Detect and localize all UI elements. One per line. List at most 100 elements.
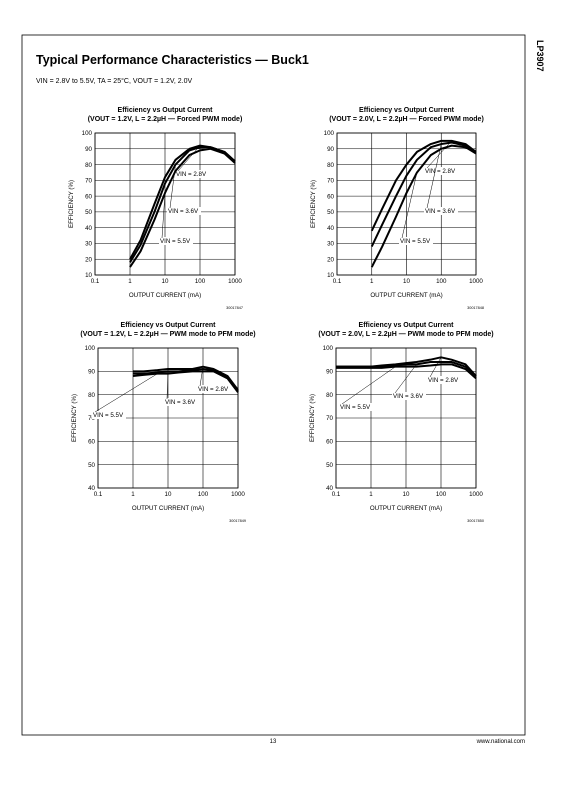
- y-tick-label: 80: [326, 392, 333, 399]
- efficiency-curve: [370, 144, 477, 268]
- x-tick-label: 1: [369, 491, 373, 498]
- chart-title: Efficiency vs Output Current: [359, 322, 455, 329]
- x-tick-label: 10: [162, 278, 169, 285]
- y-tick-label: 40: [327, 225, 334, 232]
- y-tick-label: 20: [327, 256, 334, 263]
- label-background: [424, 167, 458, 175]
- x-tick-label: 1000: [469, 491, 483, 498]
- y-tick-label: 90: [85, 146, 92, 153]
- x-tick-label: 1: [131, 491, 135, 498]
- x-axis-label: OUTPUT CURRENT (mA): [370, 505, 442, 512]
- label-background: [175, 170, 209, 178]
- efficiency-curve: [132, 370, 239, 393]
- x-tick-label: 1000: [469, 278, 483, 285]
- label-background: [159, 237, 193, 245]
- leader-line: [401, 172, 418, 239]
- label-background: [164, 398, 198, 406]
- chart-subtitle: (VOUT = 1.2V, L = 2.2µH — PWM mode to PF…: [80, 331, 255, 338]
- y-tick-label: 90: [326, 369, 333, 376]
- x-tick-label: 0.1: [333, 278, 342, 285]
- x-tick-label: 10: [403, 491, 410, 498]
- y-tick-label: 70: [326, 415, 333, 422]
- efficiency-curve: [370, 141, 477, 248]
- y-tick-label: 40: [326, 485, 333, 492]
- part-number: LP3907: [535, 40, 545, 72]
- y-axis-label: EFFICIENCY (%): [310, 180, 317, 228]
- label-background: [399, 237, 433, 245]
- label-background: [427, 376, 461, 384]
- efficiency-curve: [129, 146, 236, 263]
- y-tick-label: 100: [85, 345, 96, 352]
- figure-id: 30017850: [467, 519, 484, 523]
- y-tick-label: 60: [88, 439, 95, 446]
- x-tick-label: 1000: [228, 278, 242, 285]
- leader-line: [394, 364, 417, 394]
- y-tick-label: 10: [327, 272, 334, 279]
- x-tick-label: 1000: [231, 491, 245, 498]
- y-tick-label: 80: [85, 162, 92, 169]
- figure-id: 30017848: [467, 306, 484, 310]
- efficiency-curve: [336, 361, 477, 377]
- y-tick-label: 70: [88, 415, 95, 422]
- efficiency-curve: [129, 147, 236, 268]
- leader-line: [426, 140, 452, 169]
- x-tick-label: 100: [198, 491, 209, 498]
- series-label: VIN = 5.5V: [400, 238, 431, 245]
- y-tick-label: 10: [85, 272, 92, 279]
- x-axis-label: OUTPUT CURRENT (mA): [129, 292, 201, 299]
- figure-id: 30017847: [226, 306, 243, 310]
- y-tick-label: 50: [88, 462, 95, 469]
- y-tick-label: 70: [85, 178, 92, 185]
- label-background: [167, 207, 201, 215]
- series-label: VIN = 5.5V: [340, 404, 371, 411]
- y-tick-label: 90: [327, 146, 334, 153]
- efficiency-curve: [370, 139, 477, 232]
- conditions: VIN = 2.8V to 5.5V, TA = 25°C, VOUT = 1.…: [36, 77, 193, 85]
- label-background: [424, 207, 458, 215]
- series-label: VIN = 5.5V: [93, 412, 124, 419]
- y-tick-label: 50: [326, 462, 333, 469]
- y-tick-label: 90: [88, 369, 95, 376]
- leader-line: [161, 192, 166, 239]
- x-tick-label: 0.1: [94, 491, 103, 498]
- leader-line: [94, 373, 158, 413]
- chart-title: Efficiency vs Output Current: [359, 107, 455, 114]
- efficiency-curve: [336, 363, 477, 380]
- x-tick-label: 0.1: [91, 278, 100, 285]
- chart-subtitle: (VOUT = 1.2V, L = 2.2µH — Forced PWM mod…: [88, 116, 243, 123]
- y-axis-label: EFFICIENCY (%): [71, 394, 78, 442]
- x-axis-label: OUTPUT CURRENT (mA): [132, 505, 204, 512]
- y-tick-label: 40: [85, 225, 92, 232]
- page-frame: [21, 34, 526, 736]
- series-label: VIN = 3.6V: [425, 208, 456, 215]
- page-number: 13: [270, 739, 277, 745]
- y-tick-label: 50: [85, 209, 92, 216]
- leader-line: [426, 143, 442, 209]
- y-tick-label: 70: [327, 178, 334, 185]
- chart-subtitle: (VOUT = 2.0V, L = 2.2µH — Forced PWM mod…: [329, 116, 484, 123]
- leader-line: [177, 145, 201, 172]
- y-tick-label: 60: [327, 193, 334, 200]
- x-tick-label: 0.1: [332, 491, 341, 498]
- leader-line: [429, 357, 442, 378]
- y-tick-label: 80: [88, 392, 95, 399]
- x-axis-label: OUTPUT CURRENT (mA): [370, 292, 442, 299]
- leader-line: [341, 366, 396, 405]
- chart-subtitle: (VOUT = 2.0V, L = 2.2µH — PWM mode to PF…: [318, 331, 493, 338]
- chart-title: Efficiency vs Output Current: [118, 107, 214, 114]
- efficiency-curve: [133, 365, 239, 391]
- x-tick-label: 100: [195, 278, 206, 285]
- leader-line: [166, 371, 169, 400]
- x-tick-label: 100: [436, 278, 447, 285]
- x-tick-label: 10: [165, 491, 172, 498]
- figure-id: 30017849: [229, 519, 246, 523]
- series-label: VIN = 3.6V: [165, 399, 196, 406]
- efficiency-curve: [133, 368, 239, 392]
- y-tick-label: 50: [327, 209, 334, 216]
- label-background: [92, 411, 126, 419]
- series-label: VIN = 3.6V: [393, 393, 424, 400]
- y-tick-label: 40: [88, 485, 95, 492]
- y-tick-label: 20: [85, 256, 92, 263]
